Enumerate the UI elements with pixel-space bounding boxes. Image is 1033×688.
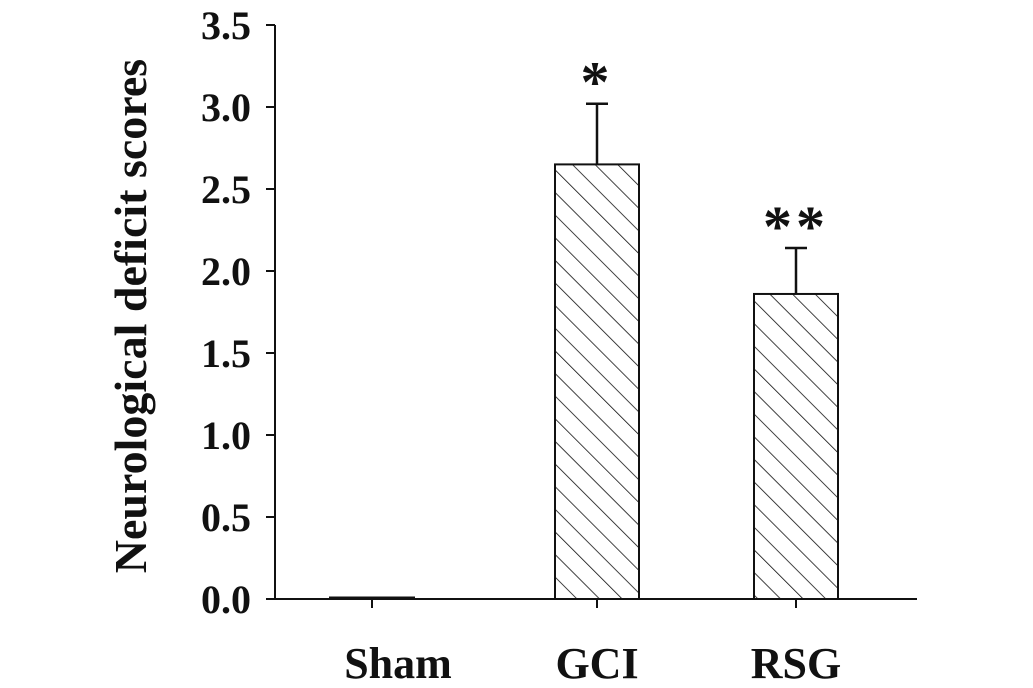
significance-gci: *: [581, 50, 614, 115]
bar-gci: [554, 163, 640, 600]
significance-rsg: **: [763, 194, 829, 259]
y-tick-label: 0.0: [201, 577, 251, 622]
y-tick-label: 3.5: [201, 3, 251, 48]
significance-labels: ***: [581, 50, 829, 259]
category-label-gci: GCI: [555, 639, 638, 688]
y-tick-label: 1.5: [201, 331, 251, 376]
bar-rsg: [753, 292, 839, 600]
error-bars: [586, 102, 807, 294]
category-label-sham: Sham: [344, 639, 452, 688]
y-tick-label: 2.0: [201, 249, 251, 294]
y-axis-title: Neurological deficit scores: [105, 59, 156, 573]
y-tick-label: 3.0: [201, 85, 251, 130]
y-tick-label: 1.0: [201, 413, 251, 458]
y-axis-ticks: 0.0 0.5 1.0 1.5 2.0 2.5 3.0 3.5: [201, 3, 275, 622]
y-tick-label: 0.5: [201, 495, 251, 540]
y-tick-label: 2.5: [201, 167, 251, 212]
category-label-rsg: RSG: [751, 639, 841, 688]
bars: [329, 163, 839, 600]
x-axis-ticks: Sham GCI RSG: [344, 599, 841, 688]
